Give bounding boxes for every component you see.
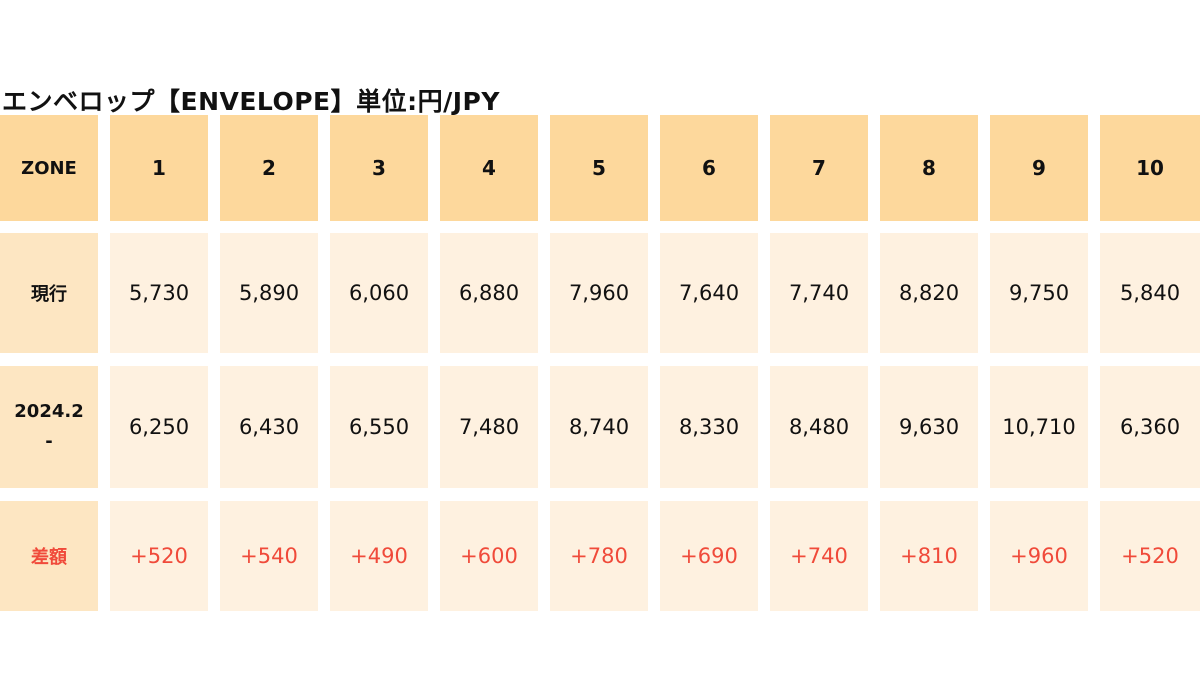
current-price-zone-6: 7,640 xyxy=(660,233,758,353)
difference-zone-8: +810 xyxy=(880,501,978,611)
current-price-zone-5: 7,960 xyxy=(550,233,648,353)
difference-zone-1: +520 xyxy=(110,501,208,611)
new-price-zone-3: 6,550 xyxy=(330,366,428,488)
new-price-zone-8: 9,630 xyxy=(880,366,978,488)
header-zone-10: 10 xyxy=(1100,115,1200,221)
header-zone-label: ZONE xyxy=(0,115,98,221)
row-label-difference: 差額 xyxy=(0,501,98,611)
new-price-zone-5: 8,740 xyxy=(550,366,648,488)
header-zone-4: 4 xyxy=(440,115,538,221)
difference-zone-9: +960 xyxy=(990,501,1088,611)
new-price-zone-2: 6,430 xyxy=(220,366,318,488)
header-zone-5: 5 xyxy=(550,115,648,221)
header-zone-8: 8 xyxy=(880,115,978,221)
current-price-zone-1: 5,730 xyxy=(110,233,208,353)
new-price-zone-9: 10,710 xyxy=(990,366,1088,488)
difference-zone-4: +600 xyxy=(440,501,538,611)
new-price-zone-6: 8,330 xyxy=(660,366,758,488)
new-price-zone-7: 8,480 xyxy=(770,366,868,488)
row-label-current: 現行 xyxy=(0,233,98,353)
current-price-zone-2: 5,890 xyxy=(220,233,318,353)
header-zone-1: 1 xyxy=(110,115,208,221)
page-title: エンベロップ【ENVELOPE】単位:円/JPY xyxy=(2,87,500,116)
difference-zone-2: +540 xyxy=(220,501,318,611)
current-price-zone-10: 5,840 xyxy=(1100,233,1200,353)
row-label-new: 2024.2 - xyxy=(0,366,98,488)
current-price-zone-9: 9,750 xyxy=(990,233,1088,353)
new-price-zone-1: 6,250 xyxy=(110,366,208,488)
header-zone-3: 3 xyxy=(330,115,428,221)
difference-zone-5: +780 xyxy=(550,501,648,611)
difference-zone-10: +520 xyxy=(1100,501,1200,611)
difference-zone-3: +490 xyxy=(330,501,428,611)
header-zone-9: 9 xyxy=(990,115,1088,221)
current-price-zone-7: 7,740 xyxy=(770,233,868,353)
header-zone-7: 7 xyxy=(770,115,868,221)
difference-zone-6: +690 xyxy=(660,501,758,611)
header-zone-2: 2 xyxy=(220,115,318,221)
current-price-zone-4: 6,880 xyxy=(440,233,538,353)
header-zone-6: 6 xyxy=(660,115,758,221)
difference-zone-7: +740 xyxy=(770,501,868,611)
current-price-zone-8: 8,820 xyxy=(880,233,978,353)
current-price-zone-3: 6,060 xyxy=(330,233,428,353)
new-price-zone-4: 7,480 xyxy=(440,366,538,488)
new-price-zone-10: 6,360 xyxy=(1100,366,1200,488)
